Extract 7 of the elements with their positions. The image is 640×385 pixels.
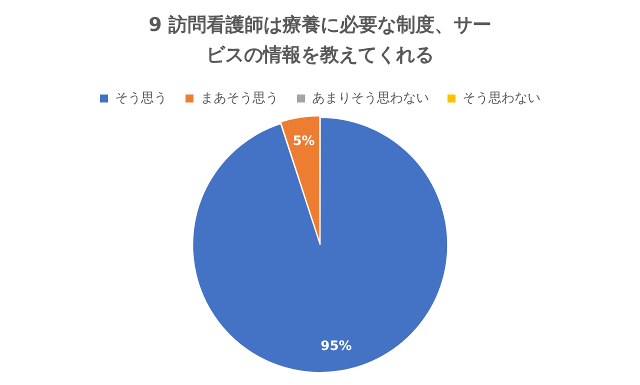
- legend-label: そう思う: [115, 90, 167, 106]
- legend-label: まあそう思う: [200, 90, 278, 106]
- data-label: 95%: [320, 338, 352, 354]
- legend-label: そう思わない: [462, 90, 540, 106]
- chart-title: 9 訪問看護師は療養に必要な制度、サービスの情報を教えてくれる: [148, 13, 492, 68]
- legend-label: あまりそう思わない: [312, 90, 429, 106]
- data-label: 5%: [292, 134, 315, 149]
